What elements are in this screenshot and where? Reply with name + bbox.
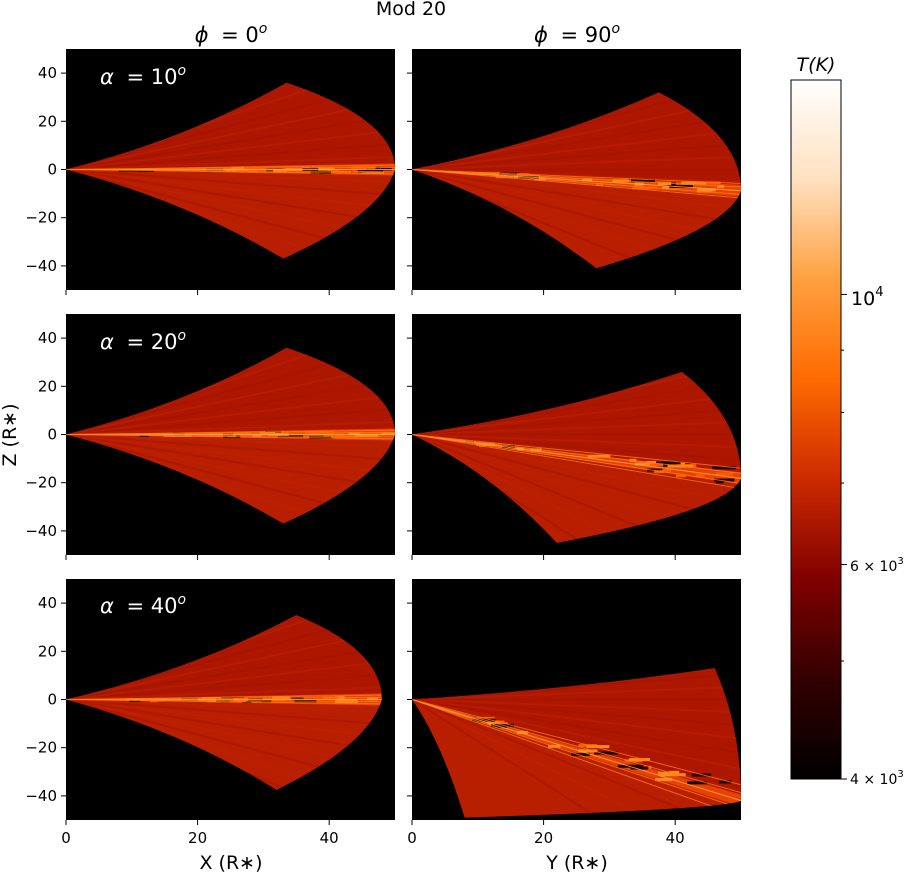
y-tick-label: 20 xyxy=(38,642,57,660)
panel-ticks xyxy=(407,337,676,560)
x-axis-label-right: Y (R∗) xyxy=(545,852,608,874)
panel-ticks xyxy=(61,337,330,560)
y-tick-label: −20 xyxy=(25,474,57,492)
panel-2-1: −40 −20 0 20 40 xyxy=(25,314,395,560)
colorbar-gradient xyxy=(790,79,842,780)
colorbar-label: T(K) xyxy=(797,54,836,76)
x-tick-label: 20 xyxy=(188,829,207,847)
y-tick-label: −40 xyxy=(25,257,57,275)
row-label-alpha-20: α = 20o xyxy=(100,328,186,354)
row-label-alpha-10: α = 10o xyxy=(100,63,186,89)
x-tick-label: 20 xyxy=(534,829,553,847)
y-tick-label: −40 xyxy=(25,522,57,540)
panel-2-2 xyxy=(407,314,741,560)
panel-ticks xyxy=(61,602,330,825)
x-tick-label: 40 xyxy=(666,829,685,847)
colorbar: T(K) 104 6 × 103 4 × 103 xyxy=(790,54,904,788)
x-tick-label: 40 xyxy=(320,829,339,847)
y-tick-label: 20 xyxy=(38,112,57,130)
panel-ticks xyxy=(61,72,330,295)
y-tick-label: 0 xyxy=(47,691,57,709)
x-tick-label: 0 xyxy=(407,829,417,847)
colorbar-tick-label-4e3: 4 × 103 xyxy=(850,769,904,788)
y-tick-label: −40 xyxy=(25,787,57,805)
column-title-phi-0: ϕ = 0o xyxy=(195,21,268,47)
y-tick-label: −20 xyxy=(25,739,57,757)
x-tick-label: 0 xyxy=(61,829,71,847)
panel-3-2: 0 20 40 xyxy=(407,579,741,847)
y-tick-label: 40 xyxy=(38,64,57,82)
y-tick-label: 40 xyxy=(38,594,57,612)
colorbar-ticks xyxy=(841,293,847,780)
column-title-phi-90: ϕ = 90o xyxy=(534,21,620,47)
y-tick-label: 40 xyxy=(38,329,57,347)
y-axis-label: Z (R∗) xyxy=(0,403,21,466)
colorbar-tick-label-1e4: 104 xyxy=(851,285,883,310)
panel-ticks xyxy=(407,602,676,825)
y-tick-label: 0 xyxy=(47,426,57,444)
x-axis-label-left: X (R∗) xyxy=(199,852,262,874)
y-tick-label: −20 xyxy=(25,209,57,227)
row-label-alpha-40: α = 40o xyxy=(100,592,186,618)
panel-1-2 xyxy=(407,49,741,295)
colorbar-tick-label-6e3: 6 × 103 xyxy=(850,556,904,575)
y-tick-label: 0 xyxy=(47,161,57,179)
figure-title: Mod 20 xyxy=(376,0,446,20)
panel-1-1: −40 −20 0 20 40 xyxy=(25,49,395,295)
y-tick-label: 20 xyxy=(38,377,57,395)
panel-3-1: −40 −20 0 20 40 0 20 40 xyxy=(25,579,395,847)
panel-ticks xyxy=(407,72,676,295)
